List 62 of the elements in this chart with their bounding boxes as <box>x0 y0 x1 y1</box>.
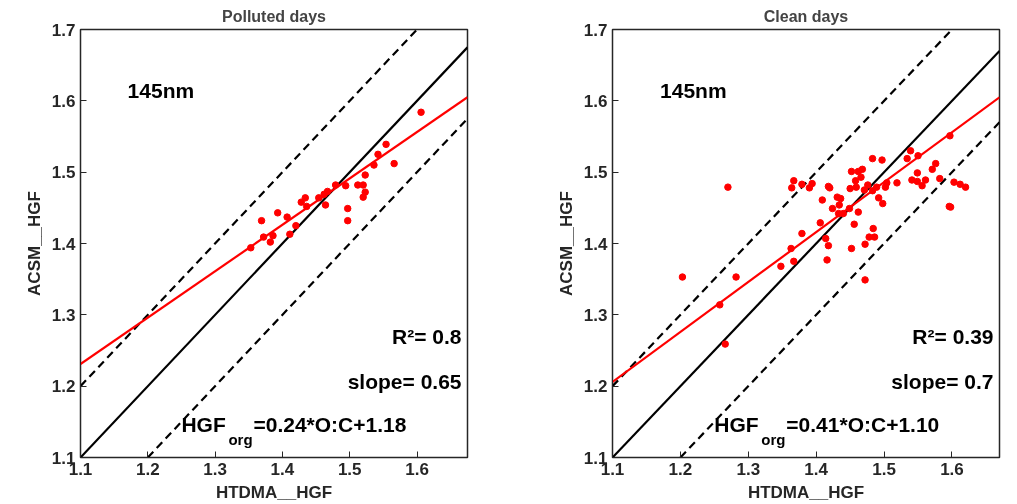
point <box>343 204 352 213</box>
chart-title: Clean days <box>763 7 849 25</box>
y-tick-label: 1.2 <box>51 377 76 397</box>
x-tick-label: 1.5 <box>872 459 896 479</box>
y-tick-label: 1.4 <box>583 234 609 254</box>
annotation: HGForg=0.24*O:C+1.18 <box>181 413 407 449</box>
chart-title: Polluted days <box>221 7 327 25</box>
y-tick-label: 1.6 <box>583 91 608 111</box>
point <box>301 194 310 202</box>
point <box>359 193 367 201</box>
x-tick-label: 1.3 <box>203 459 227 479</box>
y-tick-label: 1.4 <box>51 234 77 254</box>
point <box>331 181 340 189</box>
annotation: slope= 0.65 <box>347 370 462 394</box>
x-tick-label: 1.3 <box>736 459 761 479</box>
point <box>361 171 369 179</box>
y-tick-label: 1.7 <box>51 20 76 40</box>
y-tick-label: 1.2 <box>583 377 608 397</box>
point <box>292 221 300 230</box>
annotation: R²= 0.39 <box>912 325 994 349</box>
x-axis-title: HTDMA__HGF <box>747 482 865 502</box>
x-tick-label: 1.6 <box>405 459 429 479</box>
annotation: 145nm <box>127 79 195 103</box>
point <box>390 159 398 168</box>
annotation: HGForg=0.41*O:C+1.10 <box>714 413 940 449</box>
point <box>341 181 350 190</box>
y-tick-label: 1.6 <box>51 91 76 111</box>
y-tick-label: 1.3 <box>583 305 608 325</box>
point <box>286 230 294 238</box>
point <box>302 202 311 211</box>
point <box>343 216 352 225</box>
y-tick-label: 1.5 <box>51 163 76 183</box>
annotation: slope= 0.7 <box>891 370 994 394</box>
point <box>382 140 390 149</box>
x-tick-label: 1.6 <box>940 459 964 479</box>
point <box>370 161 378 169</box>
point <box>359 181 367 189</box>
point <box>259 233 268 241</box>
annotation: R²= 0.8 <box>392 325 462 349</box>
point <box>374 150 382 159</box>
point <box>269 231 277 240</box>
y-tick-label: 1.7 <box>583 20 608 40</box>
annotation: 145nm <box>660 79 727 103</box>
x-tick-label: 1.5 <box>337 459 362 479</box>
point <box>273 209 282 217</box>
point <box>283 213 291 221</box>
y-tick-label: 1.3 <box>51 305 76 325</box>
point <box>417 108 425 116</box>
y-tick-label: 1.5 <box>583 163 608 183</box>
x-tick-label: 1.4 <box>804 459 829 479</box>
x-axis-title: HTDMA__HGF <box>215 482 333 502</box>
point <box>323 187 332 196</box>
x-tick-label: 1.2 <box>668 459 693 479</box>
x-tick-label: 1.2 <box>135 459 160 479</box>
point <box>266 238 275 246</box>
y-axis-title: ACSM__HGF <box>556 191 576 296</box>
y-axis-title: ACSM__HGF <box>24 191 44 296</box>
point <box>321 201 330 209</box>
x-tick-label: 1.4 <box>270 459 295 479</box>
point <box>315 194 323 202</box>
point <box>247 244 255 252</box>
point <box>257 216 266 225</box>
